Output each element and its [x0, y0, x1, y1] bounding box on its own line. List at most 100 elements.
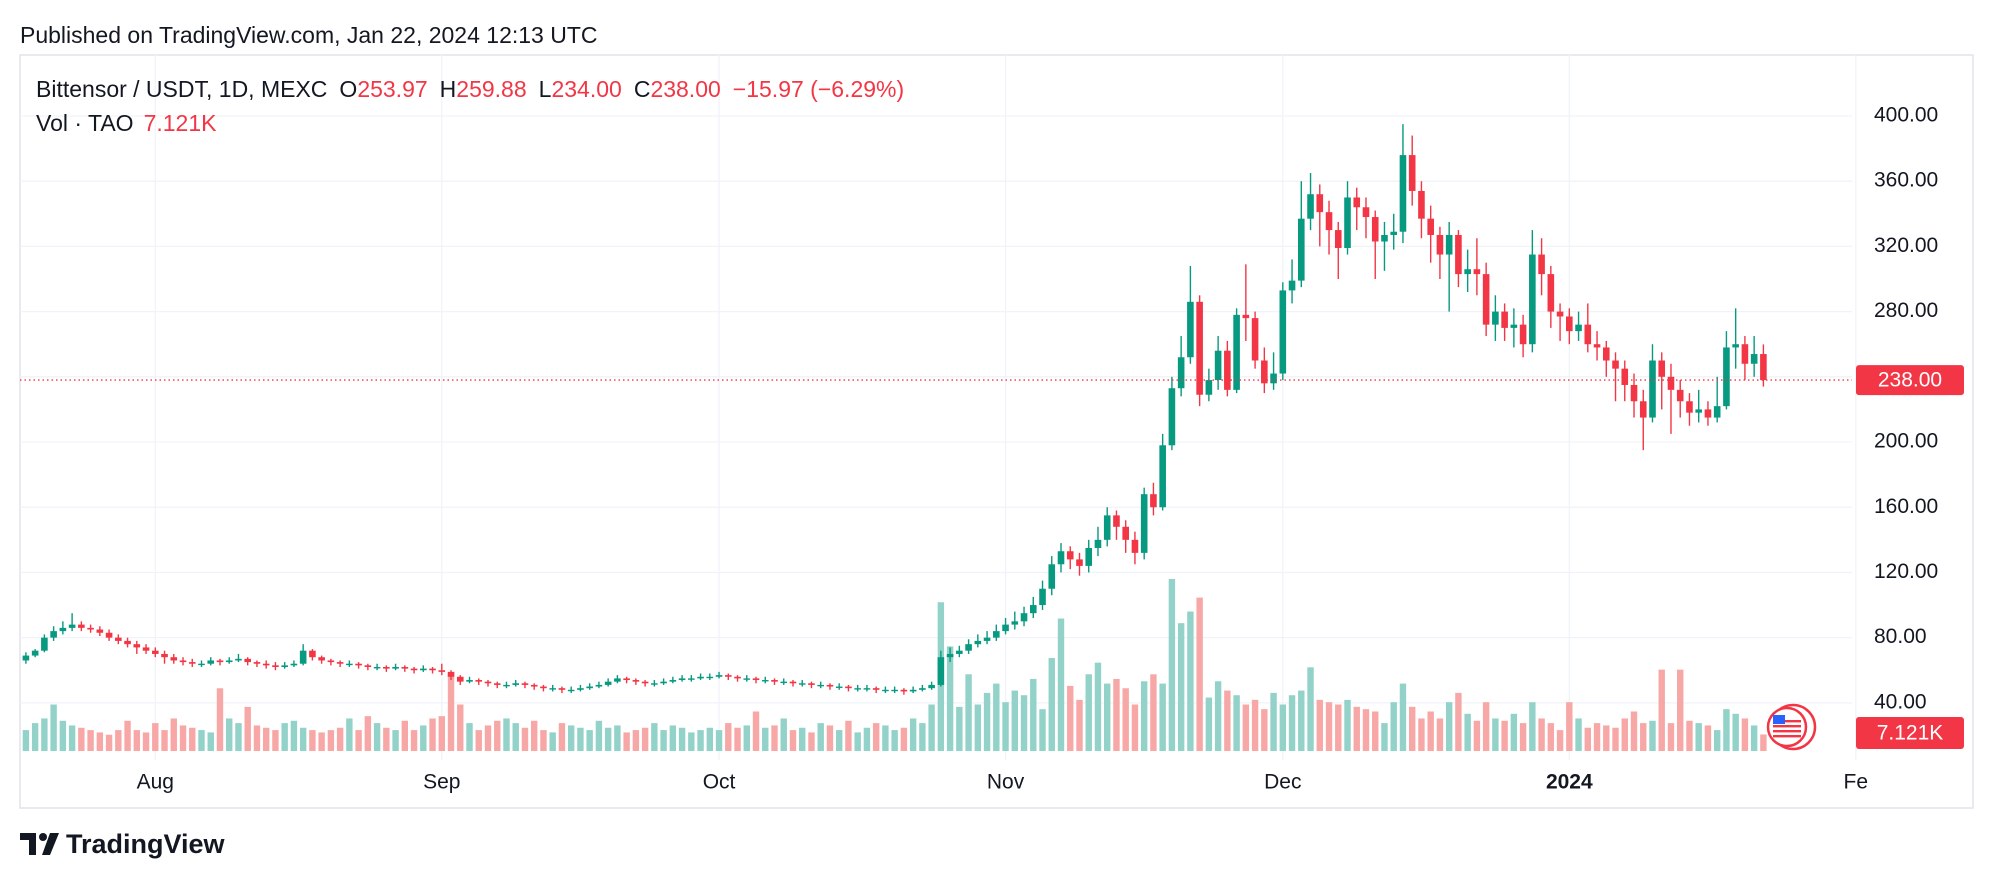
candle-body	[1334, 230, 1342, 249]
volume-bar	[494, 720, 501, 751]
candle-body	[1713, 406, 1721, 418]
volume-bar	[262, 727, 270, 751]
candle-body	[1381, 234, 1388, 242]
volume-bar	[1695, 723, 1702, 751]
candle-body	[1316, 194, 1324, 213]
candle-body	[115, 637, 122, 641]
volume-bar	[752, 711, 760, 751]
candle-body	[826, 684, 834, 687]
candle-body	[142, 647, 150, 651]
candle-body	[1150, 494, 1157, 508]
candle-body	[438, 670, 446, 672]
volume-bar	[993, 683, 1000, 751]
candle-body	[715, 675, 723, 677]
volume-bar	[1335, 704, 1342, 751]
candle-body	[789, 681, 797, 684]
candle-body	[373, 666, 381, 669]
volume-bar	[503, 718, 510, 751]
candle-body	[669, 680, 677, 682]
candle-body	[946, 653, 954, 658]
candle-body	[383, 666, 390, 669]
volume-bar	[1556, 730, 1564, 751]
candle-body	[558, 688, 566, 690]
x-tick-label: Aug	[137, 771, 174, 794]
volume-bar	[900, 727, 908, 751]
volume-bar	[1140, 681, 1148, 751]
candle-body	[1399, 155, 1407, 232]
x-tick-label: Nov	[987, 771, 1025, 794]
volume-bar	[1482, 702, 1490, 751]
candle-body	[1649, 360, 1656, 418]
volume-bar	[336, 727, 344, 751]
symbol-legend: Bittensor / USDT, 1D, MEXC O253.97 H259.88…	[36, 76, 916, 103]
volume-bar	[1686, 720, 1693, 751]
candle-body	[1686, 401, 1693, 413]
volume-bar	[31, 723, 39, 751]
candle-body	[309, 650, 316, 658]
candle-body	[577, 688, 584, 690]
volume-bar	[1057, 618, 1065, 751]
candle-body	[50, 631, 57, 638]
brand: TradingView	[66, 829, 225, 859]
volume-bar	[1362, 709, 1370, 751]
volume-bar	[429, 718, 436, 751]
y-tick-label: 120.00	[1874, 560, 1938, 583]
candle-body	[1676, 389, 1684, 402]
candle-body	[1408, 155, 1416, 191]
volume-bars	[22, 579, 1767, 751]
volume-bar	[1381, 723, 1388, 751]
volume-bar	[928, 704, 935, 751]
candle-body	[1667, 376, 1675, 390]
volume-title: Vol · TAO	[36, 110, 134, 136]
candle-body	[956, 650, 963, 654]
volume-bar	[124, 720, 131, 751]
volume-bar	[189, 727, 196, 751]
candle-body	[983, 637, 991, 641]
candle-body	[1630, 384, 1638, 402]
volume-bar	[743, 725, 750, 751]
volume-bar	[318, 732, 325, 751]
volume-bar	[1011, 690, 1018, 751]
candle-body	[1233, 314, 1240, 390]
candle-body	[1002, 624, 1009, 632]
volume-bar	[59, 720, 67, 751]
candle-body	[1297, 218, 1305, 281]
volume-bar	[835, 730, 843, 751]
candle-body	[87, 627, 94, 630]
volume-bar	[327, 730, 335, 751]
volume-bar	[235, 723, 242, 751]
candle-body	[1029, 605, 1037, 614]
volume-bar	[891, 730, 898, 751]
candle-body	[1547, 274, 1555, 312]
volume-bar	[669, 725, 677, 751]
volume-bar	[1750, 725, 1758, 751]
volume-bar	[78, 727, 85, 751]
volume-bar	[1723, 709, 1730, 751]
volume-bar	[1436, 718, 1444, 751]
volume-bar	[715, 730, 723, 751]
volume-bar	[1094, 662, 1102, 751]
volume-bar	[401, 720, 409, 751]
candle-body	[651, 683, 658, 685]
candle-body	[863, 688, 871, 690]
volume-bar	[1196, 597, 1203, 751]
legend-value: 253.97	[357, 76, 428, 102]
volume-bar	[1547, 723, 1555, 751]
volume-bar	[1418, 718, 1425, 751]
volume-bar	[697, 730, 704, 751]
volume-bar	[549, 732, 556, 751]
volume-bar	[373, 723, 381, 751]
volume-bar	[1242, 704, 1250, 751]
candle-body	[1436, 234, 1444, 255]
volume-bar	[466, 723, 473, 751]
candle-body	[1196, 301, 1203, 395]
volume-legend: Vol · TAO 7.121K	[36, 110, 216, 137]
volume-bar	[1353, 706, 1360, 751]
volume-bar	[105, 734, 113, 751]
volume-bar	[1612, 727, 1619, 751]
volume-bar	[438, 716, 445, 751]
volume-bar	[253, 725, 261, 751]
volume-bar	[558, 723, 566, 751]
y-tick-label: 40.00	[1874, 690, 1927, 713]
